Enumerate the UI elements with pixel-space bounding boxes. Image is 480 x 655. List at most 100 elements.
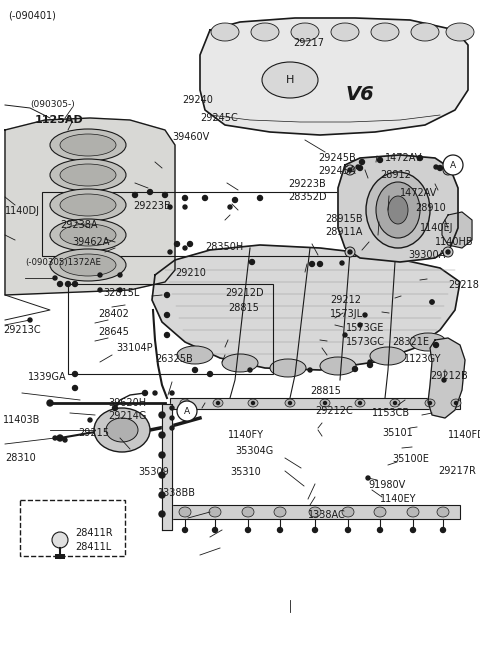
Circle shape (257, 195, 263, 200)
Circle shape (163, 193, 168, 198)
Circle shape (153, 391, 157, 395)
Circle shape (170, 426, 174, 430)
Text: 35100E: 35100E (392, 454, 429, 464)
Text: 28411R: 28411R (75, 528, 113, 538)
Text: 26325B: 26325B (155, 354, 193, 364)
Circle shape (188, 242, 192, 246)
Text: 39620H: 39620H (108, 398, 146, 408)
Ellipse shape (94, 408, 150, 452)
Ellipse shape (106, 418, 138, 442)
Text: 29215: 29215 (78, 428, 109, 438)
Ellipse shape (388, 196, 408, 224)
Text: A: A (184, 407, 190, 415)
Text: 29212: 29212 (330, 295, 361, 305)
Circle shape (143, 390, 147, 396)
Bar (42, 192, 357, 256)
Text: H: H (286, 75, 294, 85)
Circle shape (250, 259, 254, 265)
Circle shape (443, 155, 463, 175)
Circle shape (183, 205, 187, 209)
Text: 29245B: 29245B (318, 153, 356, 163)
Text: 28910: 28910 (415, 203, 446, 213)
Circle shape (346, 527, 350, 533)
Circle shape (418, 155, 422, 160)
Circle shape (410, 527, 416, 533)
Text: 1573JL: 1573JL (330, 309, 363, 319)
Circle shape (112, 405, 118, 411)
Circle shape (52, 532, 68, 548)
Circle shape (394, 402, 396, 405)
Text: 28912: 28912 (380, 170, 411, 180)
Text: 29240: 29240 (182, 95, 213, 105)
Circle shape (430, 300, 434, 304)
Ellipse shape (50, 159, 126, 191)
Text: 29223B: 29223B (133, 201, 171, 211)
Circle shape (159, 432, 165, 438)
Text: 29245C: 29245C (200, 113, 238, 123)
Circle shape (207, 371, 213, 377)
Text: 29223B: 29223B (288, 179, 326, 189)
Ellipse shape (222, 354, 258, 372)
Circle shape (177, 401, 197, 421)
Ellipse shape (366, 172, 430, 248)
Text: 28645: 28645 (98, 327, 129, 337)
Circle shape (175, 242, 180, 246)
Circle shape (170, 406, 174, 410)
Circle shape (232, 198, 238, 202)
Text: 1140EY: 1140EY (380, 494, 417, 504)
Text: V6: V6 (346, 86, 374, 105)
Text: 1338AC: 1338AC (308, 510, 346, 520)
Text: 35310: 35310 (230, 467, 261, 477)
Ellipse shape (411, 23, 439, 41)
Text: 1125AD: 1125AD (35, 115, 84, 125)
Circle shape (434, 165, 438, 169)
Text: 29217R: 29217R (438, 466, 476, 476)
Text: 28350H: 28350H (205, 242, 243, 252)
Text: 39462A: 39462A (72, 237, 109, 247)
Ellipse shape (451, 399, 461, 407)
Text: 28915B: 28915B (325, 214, 362, 224)
Circle shape (352, 367, 358, 371)
Circle shape (203, 195, 207, 200)
Text: 32815L: 32815L (103, 288, 139, 298)
Circle shape (348, 250, 352, 254)
Text: 29212B: 29212B (430, 371, 468, 381)
Circle shape (312, 527, 317, 533)
Text: 1140FY: 1140FY (228, 430, 264, 440)
Circle shape (159, 472, 165, 478)
Ellipse shape (179, 507, 191, 517)
Circle shape (433, 343, 439, 348)
Circle shape (441, 527, 445, 533)
Ellipse shape (213, 399, 223, 407)
Ellipse shape (60, 224, 116, 246)
Circle shape (308, 368, 312, 372)
Circle shape (182, 527, 188, 533)
Polygon shape (200, 18, 468, 135)
Circle shape (28, 318, 32, 322)
Circle shape (192, 367, 197, 373)
Circle shape (118, 273, 122, 277)
Circle shape (366, 476, 370, 480)
Text: 28815: 28815 (310, 386, 341, 396)
Text: 35309: 35309 (138, 467, 169, 477)
Polygon shape (5, 118, 175, 295)
Bar (55, 554, 65, 559)
Ellipse shape (374, 507, 386, 517)
Circle shape (348, 168, 352, 172)
Circle shape (345, 247, 355, 257)
Ellipse shape (437, 507, 449, 517)
Polygon shape (428, 338, 465, 418)
Polygon shape (338, 155, 458, 262)
Circle shape (443, 165, 453, 175)
Text: 11403B: 11403B (3, 415, 40, 425)
Text: 29245A: 29245A (318, 166, 356, 176)
Text: 29212D: 29212D (225, 288, 264, 298)
Text: 29238A: 29238A (60, 220, 97, 230)
Circle shape (170, 416, 174, 420)
Ellipse shape (355, 399, 365, 407)
Circle shape (446, 250, 450, 254)
Circle shape (358, 166, 362, 170)
Text: (090305-): (090305-) (30, 100, 75, 109)
Circle shape (340, 261, 344, 265)
Circle shape (98, 273, 102, 277)
